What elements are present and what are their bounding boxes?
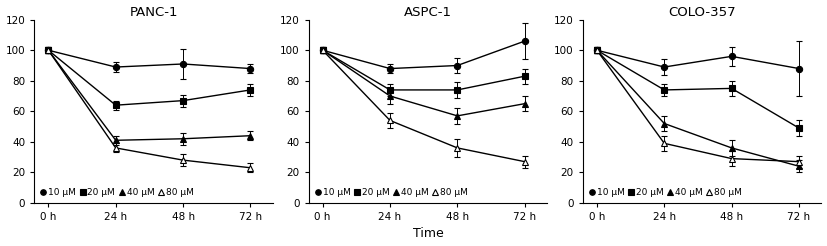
- Title: PANC-1: PANC-1: [129, 6, 178, 18]
- Title: COLO-357: COLO-357: [668, 6, 736, 18]
- Legend: 10 μM, 20 μM, 40 μM, 80 μM: 10 μM, 20 μM, 40 μM, 80 μM: [39, 187, 194, 198]
- X-axis label: Time: Time: [413, 228, 443, 240]
- Legend: 10 μM, 20 μM, 40 μM, 80 μM: 10 μM, 20 μM, 40 μM, 80 μM: [313, 187, 469, 198]
- Title: ASPC-1: ASPC-1: [404, 6, 452, 18]
- Legend: 10 μM, 20 μM, 40 μM, 80 μM: 10 μM, 20 μM, 40 μM, 80 μM: [587, 187, 743, 198]
